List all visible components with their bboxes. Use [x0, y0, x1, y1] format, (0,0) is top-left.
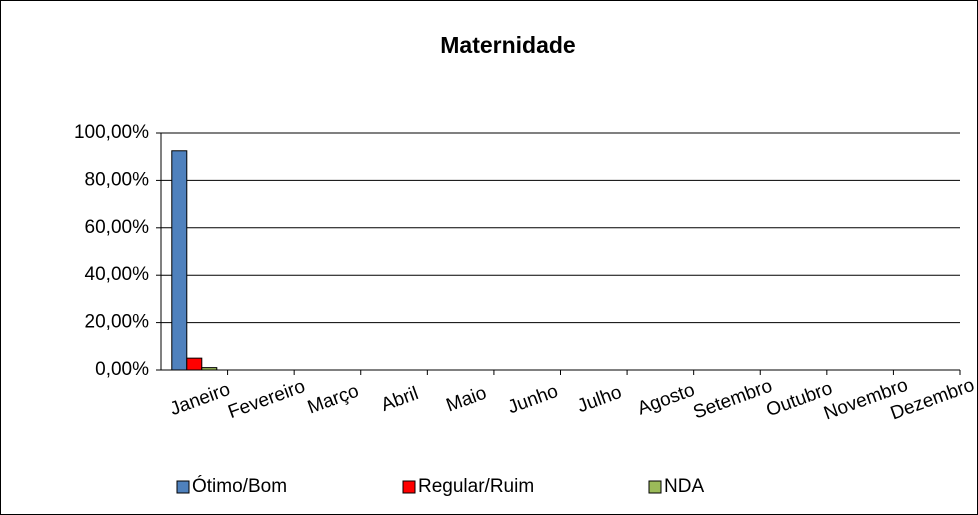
- bar: [171, 150, 188, 371]
- legend-label: Ótimo/Bom: [192, 475, 287, 497]
- legend-label: NDA: [664, 476, 704, 497]
- y-tick-label: 80,00%: [85, 169, 150, 190]
- y-tick-label: 40,00%: [85, 264, 150, 285]
- legend-swatch: [176, 480, 190, 494]
- legend-label: Regular/Ruim: [418, 476, 534, 497]
- y-tick-label: 0,00%: [95, 359, 149, 380]
- y-tick-label: 100,00%: [74, 122, 149, 143]
- bar: [201, 367, 218, 371]
- legend-swatch: [648, 480, 662, 494]
- bar: [186, 357, 203, 371]
- chart-title: Maternidade: [440, 32, 575, 58]
- y-tick-label: 20,00%: [85, 312, 150, 333]
- y-tick-label: 60,00%: [85, 217, 150, 238]
- legend-swatch: [402, 480, 416, 494]
